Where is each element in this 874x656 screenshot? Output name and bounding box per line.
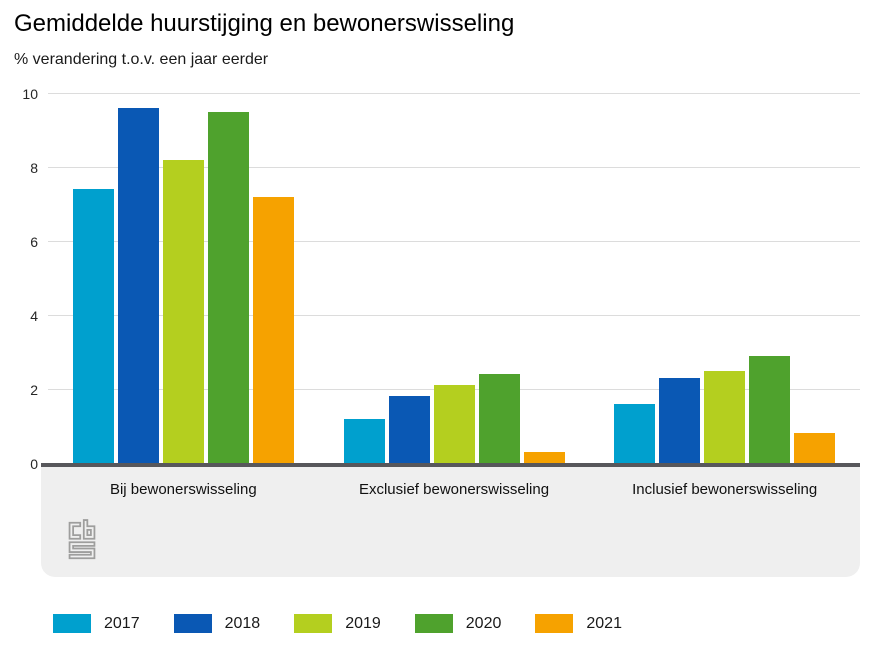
y-tick-label: 4 bbox=[30, 308, 38, 324]
cbs-logo-c bbox=[68, 521, 82, 540]
legend-label: 2019 bbox=[345, 614, 381, 632]
bar-group-3 bbox=[589, 93, 860, 463]
y-tick-label: 8 bbox=[30, 160, 38, 176]
cbs-logo-b bbox=[82, 519, 96, 540]
legend-swatch-2018 bbox=[173, 614, 212, 633]
legend-label: 2018 bbox=[224, 614, 261, 632]
cbs-logo-s bbox=[68, 541, 96, 560]
bar-2018[interactable] bbox=[659, 377, 701, 463]
bar-2020[interactable] bbox=[478, 374, 520, 463]
y-tick-label: 2 bbox=[30, 382, 38, 398]
gridline bbox=[48, 93, 860, 94]
legend-swatch-2019 bbox=[294, 614, 333, 633]
legend-label: 2021 bbox=[586, 614, 622, 632]
legend-item-2021[interactable]: 2021 bbox=[535, 614, 622, 633]
gridline bbox=[48, 241, 860, 242]
category-label-1: Bij bewonerswisseling bbox=[109, 481, 257, 498]
plot-area bbox=[48, 93, 860, 463]
cbs-logo bbox=[68, 519, 96, 560]
bar-2021[interactable] bbox=[523, 451, 565, 463]
y-tick-label: 10 bbox=[22, 86, 38, 102]
bar-2020[interactable] bbox=[207, 111, 249, 463]
category-label-3: Inclusief bewonerswisseling bbox=[632, 481, 818, 498]
y-tick-label: 0 bbox=[30, 456, 38, 472]
chart-title: Gemiddelde huurstijging en bewonerswisse… bbox=[14, 10, 515, 37]
bar-2018[interactable] bbox=[117, 107, 159, 463]
gridline bbox=[48, 315, 860, 316]
bar-2018[interactable] bbox=[388, 396, 430, 463]
bar-group-1 bbox=[48, 93, 319, 463]
legend-swatch-2017 bbox=[53, 614, 91, 633]
category-axis-area bbox=[41, 467, 860, 577]
category-label-2: Exclusief bewonerswisseling bbox=[358, 481, 550, 498]
bar-2019[interactable] bbox=[704, 370, 746, 463]
x-axis-line bbox=[41, 463, 860, 467]
bar-2021[interactable] bbox=[794, 433, 836, 463]
bar-group-2 bbox=[319, 93, 590, 463]
legend-item-2017[interactable]: 2017 bbox=[53, 614, 140, 633]
legend: 2017 2018 2019 2020 2021 bbox=[53, 614, 622, 633]
bar-2019[interactable] bbox=[162, 159, 204, 463]
bar-2017[interactable] bbox=[614, 403, 656, 463]
legend-item-2019[interactable]: 2019 bbox=[294, 614, 381, 633]
cbs-logo-b-counter bbox=[86, 528, 92, 537]
legend-swatch-2020 bbox=[414, 614, 453, 633]
bar-2017[interactable] bbox=[72, 189, 114, 463]
legend-label: 2020 bbox=[465, 614, 502, 632]
legend-swatch-2021 bbox=[535, 614, 574, 633]
y-tick-label: 6 bbox=[30, 234, 38, 250]
chart-subtitle: % verandering t.o.v. een jaar eerder bbox=[14, 51, 269, 68]
gridline bbox=[48, 167, 860, 168]
legend-item-2020[interactable]: 2020 bbox=[414, 614, 502, 633]
legend-item-2018[interactable]: 2018 bbox=[173, 614, 261, 633]
category-labels: Bij bewonerswisseling Exclusief bewonersw… bbox=[48, 481, 860, 498]
bar-2020[interactable] bbox=[749, 355, 791, 463]
bar-2019[interactable] bbox=[433, 385, 475, 463]
bar-2017[interactable] bbox=[343, 418, 385, 463]
bar-2021[interactable] bbox=[252, 196, 294, 463]
legend-label: 2017 bbox=[104, 614, 140, 632]
